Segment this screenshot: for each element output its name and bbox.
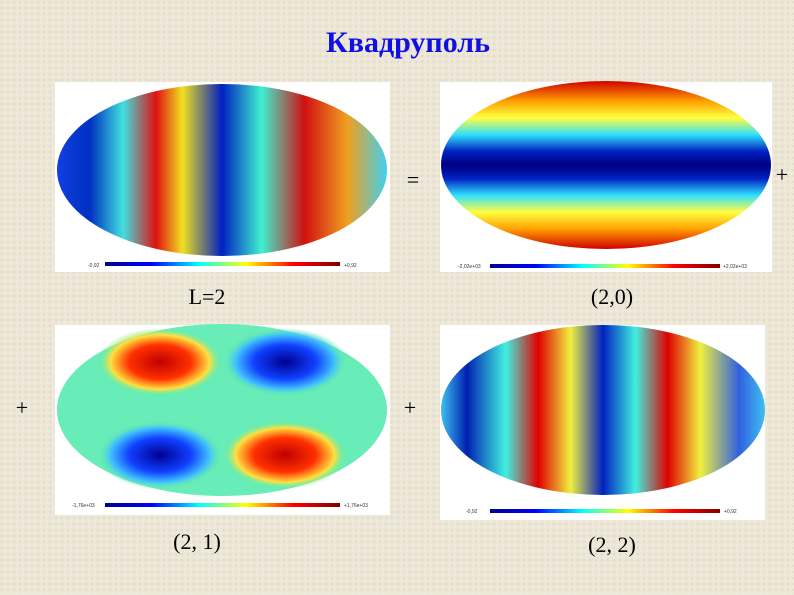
scale-max: +1,76e+03 — [344, 503, 368, 509]
operator: + — [776, 162, 788, 187]
map-panel: -0,92 +0,92 — [440, 325, 765, 520]
scale-max: +2,02e+03 — [723, 264, 747, 270]
scale-min: -2,02e+03 — [458, 264, 481, 270]
scale-min: -0,92 — [88, 263, 100, 269]
operator: + — [16, 395, 28, 420]
scale-max: +0,92 — [724, 509, 737, 515]
scale-max: +0,92 — [344, 263, 357, 269]
panel-label: (2, 2) — [588, 532, 636, 557]
title: Квадруполь — [326, 26, 490, 59]
operator: = — [407, 167, 419, 192]
map-panel: -0,92 +0,92 — [55, 82, 390, 272]
panel-label: (2, 1) — [173, 529, 221, 554]
panel-label: (2,0) — [591, 284, 633, 309]
scale-min: -1,76e+03 — [72, 503, 95, 509]
map-panel: -2,02e+03 +2,02e+03 — [440, 81, 772, 272]
operator: + — [404, 395, 416, 420]
map-panel: -1,76e+03 +1,76e+03 — [55, 324, 390, 515]
scale-min: -0,92 — [466, 509, 478, 515]
panel-label: L=2 — [189, 284, 226, 309]
